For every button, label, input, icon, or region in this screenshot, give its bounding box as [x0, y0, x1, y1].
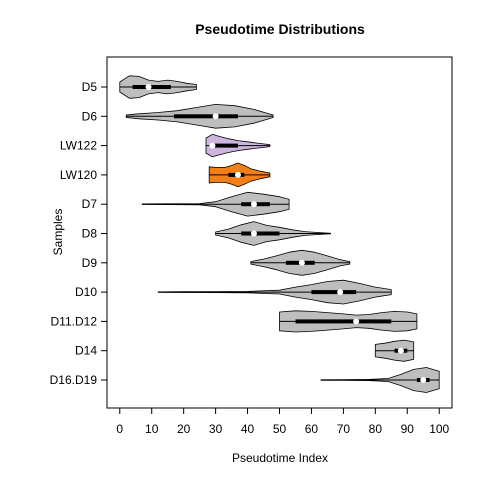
violin-d10 [157, 279, 392, 305]
chart-title: Pseudotime Distributions [195, 21, 365, 37]
median-point [420, 377, 427, 383]
violin-d14 [374, 339, 415, 362]
x-tick-label: 50 [273, 422, 287, 436]
x-tick-label: 10 [145, 422, 159, 436]
median-point [353, 318, 360, 325]
violin-d6 [125, 104, 274, 129]
violin-d5 [119, 75, 197, 99]
median-point [250, 201, 257, 208]
violin-d8 [215, 221, 331, 246]
x-tick-label: 0 [116, 422, 123, 436]
x-tick-label: 80 [369, 422, 383, 436]
x-tick-label: 20 [177, 422, 191, 436]
x-tick-label: 60 [305, 422, 319, 436]
violin-d9 [250, 249, 351, 276]
x-tick-label: 30 [209, 422, 223, 436]
x-tick-label: 100 [429, 422, 449, 436]
y-tick-label-d8: D8 [82, 227, 98, 241]
iqr-box [295, 319, 392, 324]
violin-d7 [141, 191, 290, 217]
y-tick-label-d6: D6 [82, 109, 98, 123]
median-point [397, 347, 404, 354]
x-axis-label: Pseudotime Index [232, 451, 328, 465]
y-tick-label-lw120: LW120 [60, 168, 97, 182]
y-tick-label-d16-d19: D16.D19 [50, 373, 98, 387]
y-tick-label-d7: D7 [82, 197, 98, 211]
y-tick-label-lw122: LW122 [60, 139, 97, 153]
median-point [209, 142, 216, 149]
violin-d11-d12 [279, 310, 418, 333]
y-tick-label-d10: D10 [75, 285, 97, 299]
median-point [250, 230, 257, 237]
x-axis: 0 10 20 30 40 50 60 70 80 90 100 [116, 407, 450, 436]
median-point [145, 84, 152, 90]
median-point [234, 171, 241, 178]
median-point [298, 259, 305, 266]
violin-lw122 [205, 133, 271, 158]
violin-d16-d19 [320, 367, 440, 393]
x-tick-label: 70 [337, 422, 351, 436]
iqr-box [174, 114, 238, 119]
iqr-box [241, 231, 280, 236]
violin-lw120 [208, 162, 271, 188]
median-point [337, 289, 344, 296]
y-tick-label-d11-d12: D11.D12 [51, 314, 98, 328]
violin-series-group [119, 75, 440, 393]
y-tick-label-d9: D9 [82, 256, 98, 270]
y-tick-label-d5: D5 [82, 80, 98, 94]
y-axis-label: Samples [51, 209, 65, 256]
y-tick-label-d14: D14 [75, 344, 97, 358]
x-tick-label: 40 [241, 422, 255, 436]
iqr-box [132, 85, 171, 89]
y-axis: D5 D6 LW122 LW120 D7 D8 D9 D10 D11.D12 D14 D16.D19 [50, 80, 108, 387]
iqr-box [212, 143, 238, 148]
x-tick-label: 90 [401, 422, 415, 436]
median-point [212, 113, 219, 120]
iqr-box [311, 290, 357, 295]
